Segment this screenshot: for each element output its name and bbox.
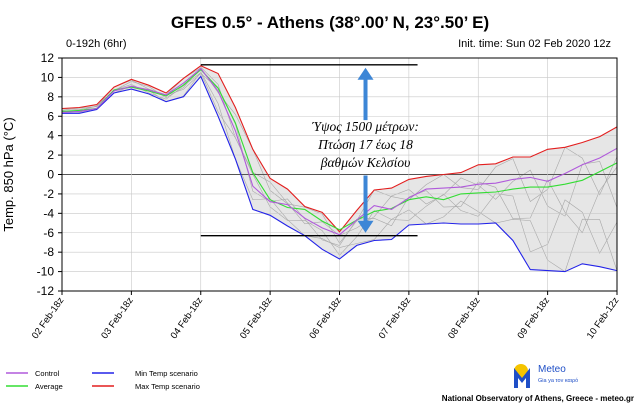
y-tick-label: 0 [47,168,54,182]
legend-label-control: Control [35,369,60,378]
series-line-average [61,68,618,231]
y-tick-label: 2 [47,148,54,162]
init-time: Init. time: Sun 02 Feb 2020 12z [458,38,611,50]
x-tick-label: 07 Feb-18z [377,295,414,341]
y-tick-label: 6 [47,109,54,123]
x-tick-label: 09 Feb-18z [516,295,553,341]
arrow-down-icon [357,220,374,233]
y-tick-label: 12 [41,51,55,65]
y-tick-label: -4 [43,206,54,220]
x-tick-label: 08 Feb-18z [446,295,483,341]
meteo-logo: Meteo Gia ya τον καιρό [514,364,578,388]
y-tick-label: -12 [37,284,55,298]
annotation-line-1: Ύψος 1500 μέτρων: [311,119,419,134]
y-tick-label: -8 [43,245,54,259]
annotation-group: Ύψος 1500 μέτρων: Πτώση 17 έως 18 βαθμών Κ… [200,64,419,237]
y-tick-label: -10 [37,265,55,279]
x-tick-label: 03 Feb-18z [99,295,136,341]
x-tick-label: 04 Feb-18z [169,295,206,341]
annotation-line-3: βαθμών Κελσίου [320,155,411,170]
x-tick-label: 06 Feb-18z [307,295,344,341]
y-tick-label: -6 [43,226,54,240]
chart-title: GFES 0.5° - Athens (38°.00’ N, 23°.50’ E… [171,13,489,32]
logo-name: Meteo [538,364,566,375]
series-line-control [61,67,618,236]
plot-area: Ύψος 1500 μέτρων: Πτώση 17 έως 18 βαθμών Κ… [61,57,618,292]
range-label: 0-192h (6hr) [66,38,127,50]
series-line-min-temp-scenario [62,75,618,273]
series-group [61,65,618,273]
y-tick-label: 4 [47,129,54,143]
x-tick-label: 05 Feb-18z [238,295,275,341]
legend-label-max-temp-scenario: Max Temp scenario [135,382,200,391]
logo-tagline: Gia ya τον καιρό [538,377,578,384]
x-tick-label: 02 Feb-18z [30,295,67,341]
legend: Control Average Min Temp scenario Max Temp … [6,369,200,391]
y-tick-label: 10 [41,70,55,84]
y-tick-label: 8 [47,90,54,104]
legend-label-average: Average [35,382,63,391]
annotation-line-2: Πτώση 17 έως 18 [317,137,413,152]
y-tick-label: -2 [43,187,54,201]
x-tick-label: 10 Feb-12z [585,295,622,341]
series-line-max-temp-scenario [61,65,618,233]
y-axis: -12 -10 -8 -6 -4 -2 0 2 4 6 8 10 12 [37,51,62,298]
footer-credit: National Observatory of Athens, Greece -… [442,394,634,403]
meteo-m-icon [514,368,530,388]
legend-label-min-temp-scenario: Min Temp scenario [135,369,198,378]
y-axis-label: Temp. 850 hPa (°C) [1,117,16,231]
arrow-up-icon [357,67,374,80]
x-axis: 02 Feb-18z 03 Feb-18z 04 Feb-18z 05 Feb-18z… [30,291,622,341]
